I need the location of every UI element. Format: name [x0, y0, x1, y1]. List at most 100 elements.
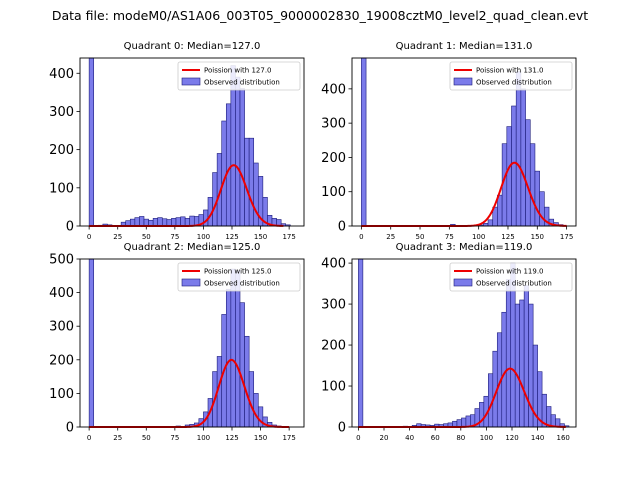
histogram-bar: [235, 76, 241, 227]
histogram-bar: [514, 303, 520, 428]
histogram-bar: [235, 270, 241, 428]
x-tick-label: 20: [380, 434, 389, 442]
y-tick-label: 500: [49, 253, 74, 268]
x-tick-label: 0: [87, 233, 91, 241]
histogram-bar: [244, 335, 250, 428]
y-tick-label: 0: [338, 421, 346, 436]
histogram-bar: [143, 218, 149, 227]
panel-title: Quadrant 2: Median=125.0: [124, 242, 261, 253]
histogram-bar: [505, 279, 512, 428]
histogram-bar: [180, 216, 186, 227]
histogram-bar: [519, 299, 525, 428]
legend-hist-swatch: [453, 278, 473, 287]
x-tick-label: 100: [480, 434, 493, 442]
histogram-bar: [88, 57, 95, 227]
histogram-bar: [221, 120, 227, 227]
histogram-bar: [239, 302, 245, 428]
histogram-bar: [529, 143, 536, 227]
axis-ticks: 0 25 50 75 100 125 150 175 0 100 200 300 400: [321, 82, 573, 241]
axes-frame: [351, 57, 577, 227]
panel-quadrant-3: Quadrant 3: Median=119.0 0 20 40 60 80 100 120…: [321, 242, 577, 442]
y-tick-label: 300: [49, 105, 74, 120]
x-tick-label: 150: [531, 233, 544, 241]
y-tick-label: 0: [66, 421, 74, 436]
x-tick-label: 125: [225, 434, 238, 442]
x-tick-label: 100: [472, 233, 485, 241]
x-tick-label: 75: [170, 434, 179, 442]
x-tick-label: 160: [557, 434, 570, 442]
x-tick-label: 120: [505, 434, 518, 442]
legend: Poission with 131.0 Observed distributio…: [449, 61, 573, 91]
panel-title: Quadrant 0: Median=127.0: [124, 41, 261, 52]
panel-quadrant-0: Quadrant 0: Median=127.0 0 25 50 75 100 125 15…: [49, 41, 305, 241]
axes-frame: [79, 258, 305, 428]
legend-box: [177, 61, 301, 91]
histogram-bar: [184, 218, 191, 227]
x-tick-label: 0: [87, 434, 91, 442]
panel-title: Quadrant 3: Median=119.0: [396, 242, 533, 253]
histogram-bar: [523, 285, 529, 428]
y-tick-label: 100: [49, 181, 74, 196]
x-tick-label: 100: [197, 233, 210, 241]
y-tick-label: 200: [49, 353, 74, 368]
y-tick-label: 100: [321, 380, 346, 395]
x-tick-label: 40: [405, 434, 414, 442]
histogram-bar: [253, 393, 259, 428]
histogram-bar: [456, 419, 462, 428]
histogram-bar: [248, 137, 255, 227]
y-tick-label: 400: [49, 67, 74, 82]
axis-ticks: 0 25 50 75 100 125 150 175 0 100 200 300 400: [49, 67, 296, 241]
histogram-bar: [134, 217, 140, 227]
x-tick-label: 150: [254, 434, 267, 442]
x-tick-label: 25: [386, 233, 395, 241]
histogram-bar: [225, 288, 232, 428]
axes-frame: [79, 57, 305, 227]
axis-ticks: 0 25 50 75 100 125 150 175 0 100 200 300 400 500: [49, 253, 296, 443]
histogram-bar: [501, 311, 507, 428]
axes-frame: [351, 258, 577, 428]
histogram-bar: [157, 217, 163, 227]
x-tick-label: 0: [359, 233, 363, 241]
legend-line-label: Poission with 131.0: [476, 67, 544, 75]
x-tick-label: 80: [456, 434, 465, 442]
y-tick-label: 300: [321, 117, 346, 132]
y-tick-label: 400: [321, 257, 346, 272]
y-tick-label: 100: [49, 387, 74, 402]
panel-quadrant-2: Quadrant 2: Median=125.0 0 25 50 75 100 125 15…: [49, 242, 305, 443]
histogram-bar: [497, 194, 503, 227]
y-tick-label: 300: [321, 298, 346, 313]
histogram-bar: [461, 417, 467, 428]
y-tick-label: 0: [66, 220, 74, 235]
legend-hist-swatch: [453, 77, 473, 86]
histogram-bar: [175, 217, 181, 227]
y-tick-label: 200: [49, 143, 74, 158]
histogram-bar: [230, 268, 236, 428]
histogram-bar: [189, 215, 195, 227]
legend: Poission with 127.0 Observed distributio…: [177, 61, 301, 91]
histogram-bar: [239, 88, 245, 227]
x-tick-label: 50: [416, 233, 425, 241]
x-tick-label: 75: [445, 233, 454, 241]
legend: Poission with 119.0 Observed distributio…: [449, 262, 573, 292]
histogram-bar: [465, 415, 471, 428]
x-tick-label: 75: [170, 233, 179, 241]
legend-line-label: Poission with 125.0: [204, 268, 272, 276]
x-tick-label: 175: [282, 233, 295, 241]
histogram-bar: [525, 119, 531, 227]
histogram-bar: [152, 218, 159, 227]
legend: Poission with 125.0 Observed distributio…: [177, 262, 301, 292]
histogram-bar: [534, 170, 540, 227]
y-tick-label: 200: [321, 339, 346, 354]
legend-box: [449, 61, 573, 91]
legend-line-label: Poission with 127.0: [204, 67, 272, 75]
panel-quadrant-1: Quadrant 1: Median=131.0 0 25 50 75 100 125 15…: [321, 41, 577, 241]
histogram-bar: [253, 162, 259, 227]
x-tick-label: 175: [282, 434, 295, 442]
x-tick-label: 100: [197, 434, 210, 442]
x-tick-label: 140: [531, 434, 544, 442]
panel-title: Quadrant 1: Median=131.0: [396, 41, 533, 52]
legend-box: [449, 262, 573, 292]
axis-ticks: 0 20 40 60 80 100 120 140 160 0 100 200 300 400: [321, 257, 570, 442]
histogram-bar: [487, 219, 494, 227]
legend-hist-swatch: [181, 77, 201, 86]
